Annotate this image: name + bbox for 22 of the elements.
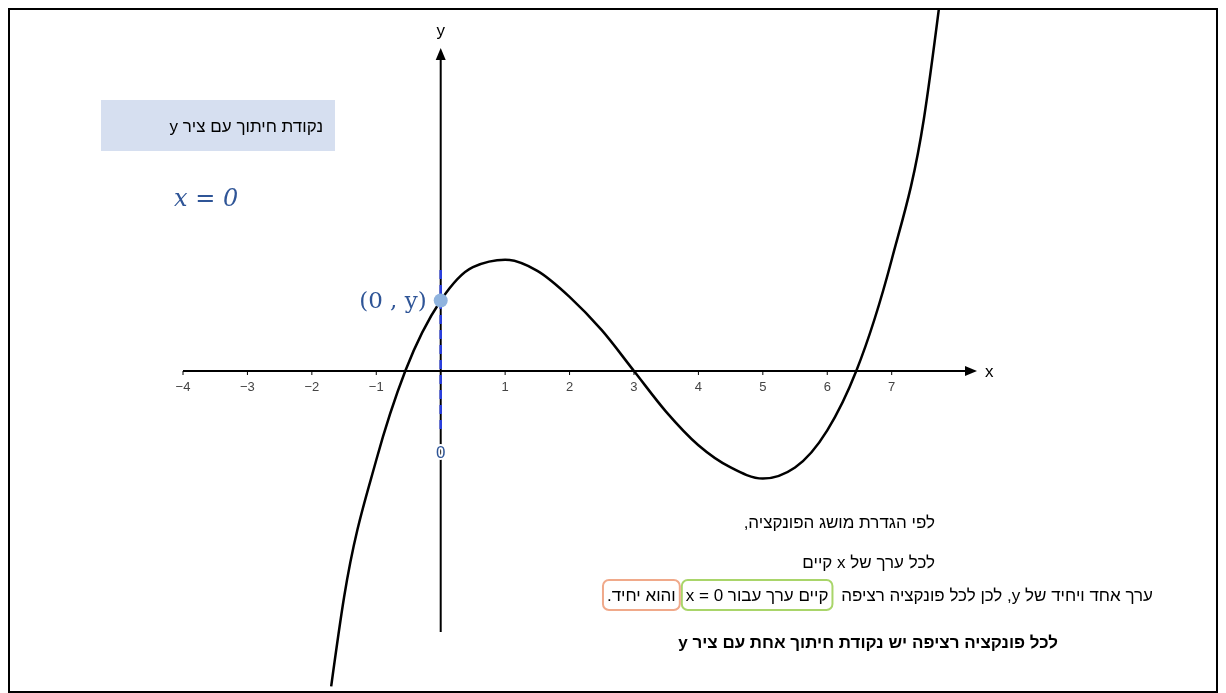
- annotation: x = 0: [174, 184, 239, 212]
- annotation: והוא יחיד.: [606, 586, 676, 605]
- x-tick-label: −3: [240, 379, 255, 394]
- annotation: ערך אחד ויחיד של y, לכן לכל פונקציה רציפה: [841, 586, 1154, 605]
- annotation: קיים ערך עבור x = 0: [685, 586, 829, 605]
- x-tick-label: −4: [175, 379, 191, 394]
- x-tick-label: −2: [304, 379, 320, 394]
- x-tick-label: 3: [630, 379, 638, 394]
- annotation: נקודת חיתוך עם ציר y: [169, 117, 323, 136]
- annotation: לכל ערך של x קיים: [802, 553, 935, 572]
- x-tick-label: 2: [565, 379, 574, 394]
- x-tick-label: 5: [759, 379, 767, 394]
- x-axis-title: x: [985, 362, 994, 381]
- annotation: (0 , y): [359, 286, 427, 313]
- x-tick-label: 7: [888, 379, 896, 394]
- annotation: לפי הגדרת מושג הפונקציה,: [743, 513, 935, 532]
- x-tick-label: 4: [694, 379, 703, 394]
- annotation: לכל פונקציה רציפה יש נקודת חיתוך אחת עם ציר y: [678, 633, 1058, 652]
- y-axis-title: y: [436, 21, 446, 40]
- x-tick-label: 1: [501, 379, 509, 394]
- x-tick-label: 6: [823, 379, 831, 394]
- x-tick-label: −1: [368, 379, 384, 394]
